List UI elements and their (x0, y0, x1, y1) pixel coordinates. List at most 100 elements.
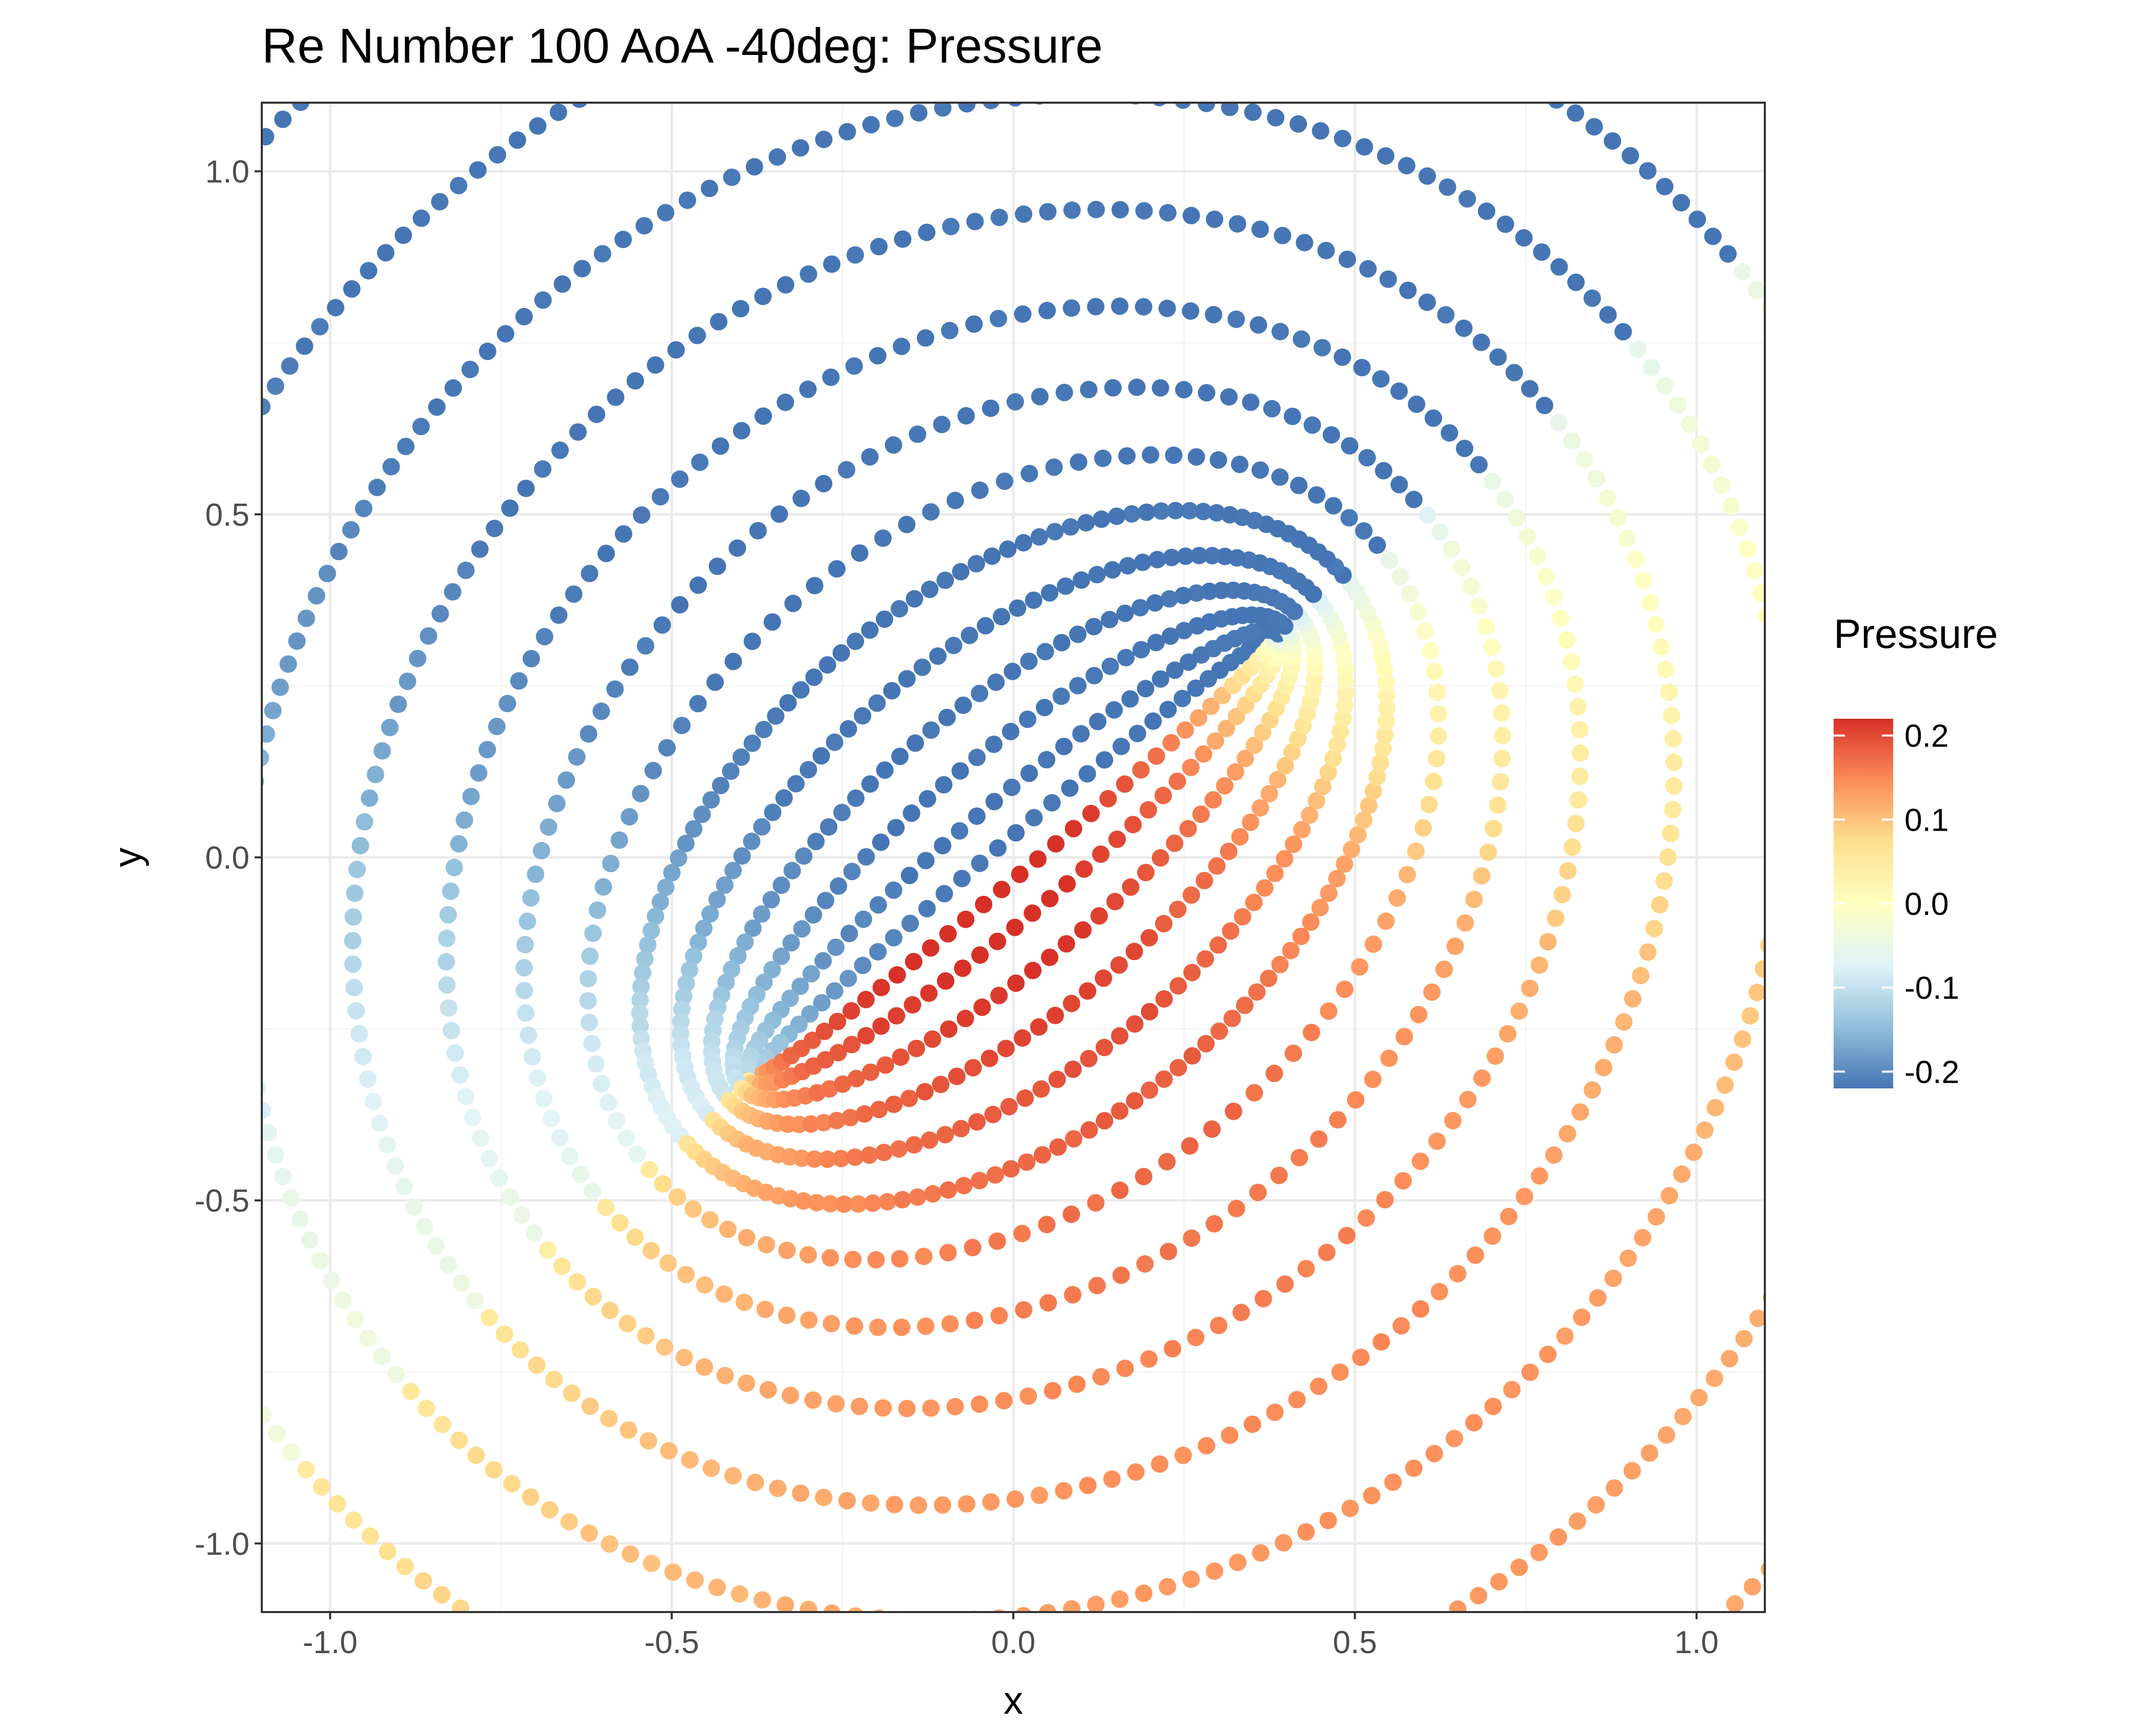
data-point (1123, 505, 1141, 523)
data-point (838, 1492, 856, 1509)
data-point (1430, 727, 1447, 745)
data-point (364, 1092, 382, 1110)
data-point (1775, 319, 1792, 337)
data-point (732, 300, 749, 318)
data-point (584, 1288, 602, 1306)
data-point (820, 818, 838, 836)
data-point (1055, 1482, 1073, 1500)
data-point (1458, 190, 1476, 208)
data-point (736, 933, 754, 951)
data-point (1760, 937, 1765, 953)
data-point (938, 708, 956, 726)
data-point (539, 1241, 556, 1259)
data-point (1758, 607, 1765, 624)
data-point (989, 310, 1007, 328)
data-point (1236, 996, 1254, 1014)
data-point (1379, 270, 1397, 288)
data-point (1087, 298, 1105, 316)
data-point (1384, 1473, 1402, 1491)
data-point (608, 1112, 626, 1130)
data-point (534, 460, 552, 478)
data-point (1377, 713, 1395, 731)
data-point (1269, 520, 1287, 538)
data-point (1673, 1165, 1691, 1183)
data-point (920, 1131, 938, 1149)
data-point (782, 1190, 800, 1208)
data-point (1359, 260, 1377, 278)
data-point (1106, 893, 1124, 911)
data-point (1505, 363, 1523, 381)
data-point (729, 947, 747, 965)
data-point (872, 1017, 890, 1035)
data-point (840, 925, 858, 943)
data-point (934, 837, 952, 855)
data-point (281, 357, 299, 375)
data-point (1209, 451, 1227, 469)
data-point (579, 992, 597, 1010)
data-point (1310, 1377, 1327, 1395)
data-point (1462, 578, 1480, 596)
data-point (345, 979, 363, 996)
data-point (1722, 497, 1740, 515)
data-point (685, 820, 703, 838)
data-point (706, 673, 724, 691)
data-point (901, 914, 919, 932)
data-point (1148, 551, 1166, 568)
data-point (486, 520, 504, 538)
data-point (1765, 913, 1782, 930)
data-point (1095, 751, 1113, 769)
data-point (985, 735, 1003, 753)
data-point (1119, 557, 1137, 574)
data-point (1196, 872, 1214, 890)
data-point (271, 678, 289, 696)
data-point (940, 1020, 958, 1038)
data-point (1220, 388, 1238, 406)
data-point (1297, 1523, 1315, 1541)
data-point (1282, 942, 1300, 960)
data-point (241, 1388, 259, 1405)
data-point (1772, 71, 1789, 88)
data-point (1244, 103, 1262, 121)
data-point (1111, 1181, 1129, 1199)
data-point (1410, 1006, 1428, 1024)
data-point (743, 734, 761, 752)
data-point (784, 595, 802, 612)
data-point (1311, 899, 1329, 916)
data-point (689, 933, 707, 951)
data-point (1092, 845, 1110, 863)
data-point (1125, 943, 1143, 961)
data-point (987, 673, 1005, 691)
data-point (525, 1224, 543, 1242)
data-point (1437, 306, 1455, 324)
data-point (469, 161, 487, 179)
data-point (1414, 819, 1432, 837)
data-point (1015, 205, 1032, 223)
data-point (1364, 935, 1382, 953)
data-point (396, 1558, 414, 1576)
data-point (1095, 1039, 1113, 1057)
data-point (924, 1185, 942, 1203)
data-point (1405, 490, 1423, 508)
data-point (1234, 908, 1252, 926)
data-point (471, 1613, 489, 1630)
data-point (311, 1252, 329, 1270)
x-axis: -1.0 -0.5 0.0 0.5 1.0 (303, 1612, 1719, 1660)
data-point (1030, 1018, 1048, 1036)
data-point (428, 398, 446, 416)
data-point (733, 421, 750, 439)
data-point (1233, 1304, 1250, 1321)
data-point (1289, 115, 1307, 133)
data-point (1399, 281, 1417, 299)
data-point (1271, 613, 1289, 631)
data-point (1412, 1153, 1430, 1170)
data-point (759, 1381, 777, 1399)
data-point (1739, 540, 1757, 558)
data-point (561, 1147, 579, 1165)
data-point (611, 1214, 629, 1232)
data-point (1656, 178, 1673, 196)
data-point (800, 265, 817, 283)
data-point (354, 1048, 372, 1066)
data-point (518, 912, 536, 930)
data-point (239, 820, 256, 838)
data-point (1706, 1099, 1724, 1117)
